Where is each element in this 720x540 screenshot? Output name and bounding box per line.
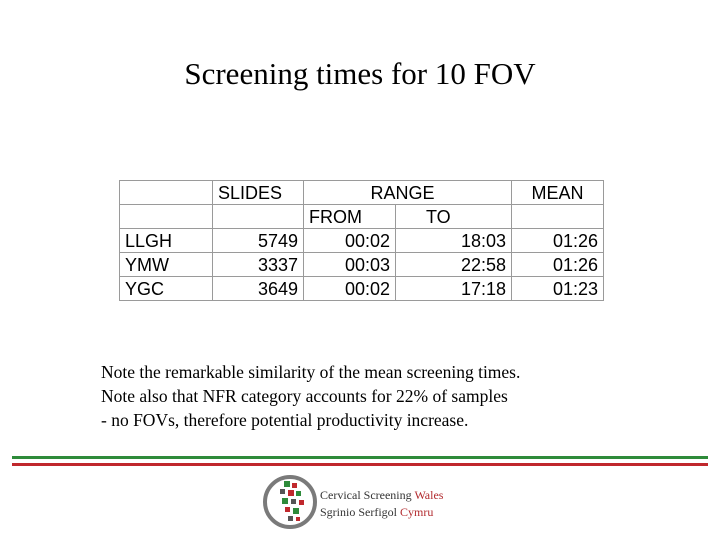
- notes-block: Note the remarkable similarity of the me…: [101, 360, 520, 432]
- green-divider: [12, 456, 708, 459]
- table-cell-mean: 01:26: [511, 252, 604, 277]
- table-cell-to: 17:18: [395, 276, 512, 301]
- table-header-cell: [119, 204, 213, 229]
- table-row: YMW 3337 00:03 22:58 01:26: [119, 252, 604, 277]
- table-cell-to: 22:58: [395, 252, 512, 277]
- table-header-row: SLIDES RA NGE MEAN: [119, 180, 604, 205]
- slide-title: Screening times for 10 FOV: [184, 56, 536, 91]
- screening-times-table: SLIDES RA NGE MEAN FROM TO LLGH 5749 00:…: [119, 180, 604, 301]
- table-header-cell: [511, 204, 604, 229]
- table-subheader-row: FROM TO: [119, 204, 604, 229]
- table-header-cell: [119, 180, 213, 205]
- table-cell-to: 18:03: [395, 228, 512, 253]
- logo-line2-accent: Cymru: [400, 505, 434, 519]
- table-cell-mean: 01:23: [511, 276, 604, 301]
- table-cell-slides: 3337: [212, 252, 304, 277]
- table-cell-site: YGC: [119, 276, 213, 301]
- table-cell-site: YMW: [119, 252, 213, 277]
- note-line: - no FOVs, therefore potential productiv…: [101, 410, 469, 430]
- cervical-screening-wales-logo: Cervical Screening Wales Sgrinio Serfigo…: [262, 473, 462, 533]
- logo-line1-accent: Wales: [414, 488, 444, 502]
- logo-line2-main: Sgrinio Serfigol: [320, 505, 397, 519]
- red-divider: [12, 463, 708, 466]
- table-cell-from: 00:02: [303, 276, 396, 301]
- table-cell-slides: 5749: [212, 228, 304, 253]
- table-row: LLGH 5749 00:02 18:03 01:26: [119, 228, 604, 253]
- logo-emblem-icon: [263, 475, 317, 529]
- table-header-cell: [212, 204, 304, 229]
- logo-line1-main: Cervical Screening: [320, 488, 412, 502]
- table-cell-from: 00:03: [303, 252, 396, 277]
- table-cell-from: 00:02: [303, 228, 396, 253]
- logo-text: Cervical Screening Wales Sgrinio Serfigo…: [320, 487, 443, 521]
- table-header-cell: NGE: [395, 180, 512, 205]
- note-line: Note also that NFR category accounts for…: [101, 386, 508, 406]
- table-header-cell: FROM: [303, 204, 396, 229]
- table-cell-mean: 01:26: [511, 228, 604, 253]
- table-cell-slides: 3649: [212, 276, 304, 301]
- table-row: YGC 3649 00:02 17:18 01:23: [119, 276, 604, 301]
- note-line: Note the remarkable similarity of the me…: [101, 362, 521, 382]
- table-header-cell: MEAN: [511, 180, 604, 205]
- table-cell-site: LLGH: [119, 228, 213, 253]
- table-header-cell: TO: [395, 204, 512, 229]
- table-header-cell: RA: [303, 180, 396, 205]
- table-header-cell: SLIDES: [212, 180, 304, 205]
